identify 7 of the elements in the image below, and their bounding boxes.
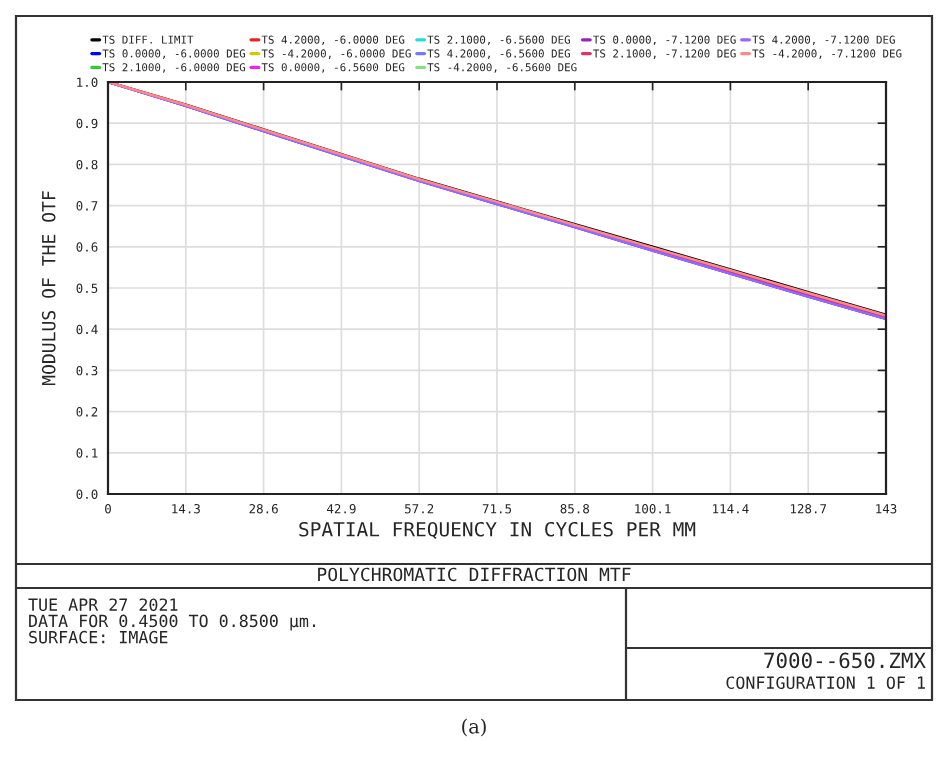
- text: POLYCHROMATIC DIFFRACTION MTF: [318, 567, 631, 582]
- text: 7000--650.ZMX: [764, 652, 926, 669]
- text: TUE APR 27 2021 DATA FOR 0.4500 TO 0.8500 µm. SURFACE: IMAGE: [28, 598, 315, 644]
- text: (a): [462, 718, 486, 737]
- x-axis-title: SPATIAL FREQUENCY IN CYCLES PER MM: [299, 521, 696, 539]
- y-axis-title: MODULUS OF THE OTF: [41, 191, 56, 386]
- text: CONFIGURATION 1 OF 1: [726, 676, 925, 689]
